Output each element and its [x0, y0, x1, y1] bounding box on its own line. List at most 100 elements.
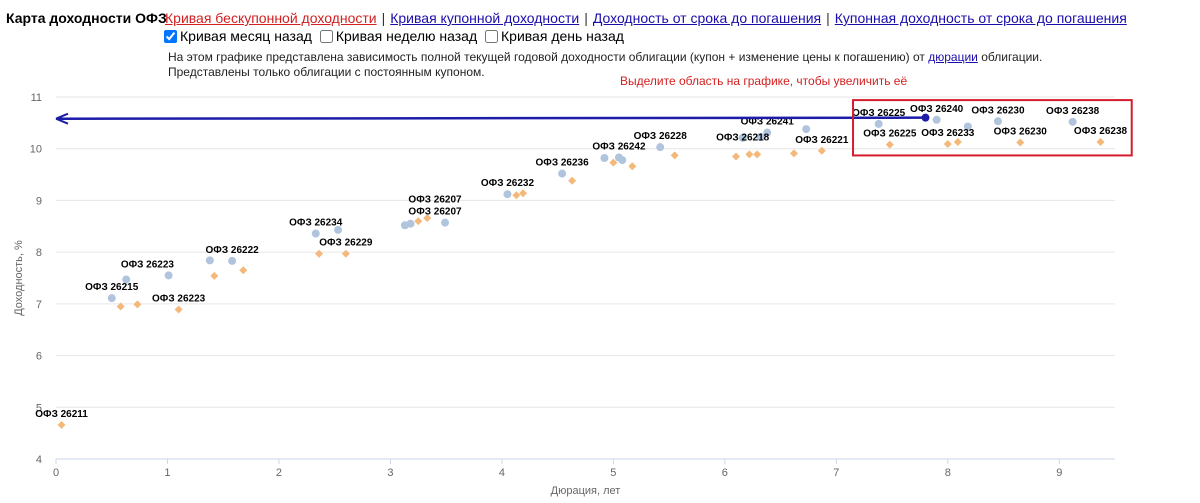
nav-links: Кривая бескупонной доходности | Кривая куп…	[165, 10, 1127, 26]
y-tick-label: 7	[36, 299, 42, 311]
data-point-month-ago	[670, 151, 679, 160]
bond-label: ОФЗ 26240	[910, 104, 964, 115]
data-point-month-ago	[174, 305, 183, 314]
bond-label: ОФЗ 26234	[289, 218, 343, 229]
bond-label: ОФЗ 26223	[152, 294, 206, 305]
bond-label: ОФЗ 26242	[592, 142, 646, 153]
link-coupon-curve[interactable]: Кривая купонной доходности	[390, 10, 580, 26]
month-ago-checkbox[interactable]	[164, 29, 177, 43]
bond-label: ОФЗ 26218	[716, 133, 770, 144]
y-axis-title: Доходность, %	[13, 240, 25, 316]
chart-annotations: ОФЗ 26211 ОФЗ 26215 ОФЗ 26223 ОФЗ 26223 ОФЗ …	[35, 104, 1127, 420]
chart-marks	[57, 115, 1105, 429]
description-text: На этом графике представлена зависимость…	[168, 50, 925, 64]
bond-label: ОФЗ 26229	[319, 238, 373, 249]
data-point-month-ago	[133, 300, 142, 309]
y-tick-label: 11	[31, 92, 42, 104]
data-point-month-ago	[116, 302, 125, 311]
data-point-current	[656, 143, 665, 152]
data-point-month-ago	[1016, 138, 1025, 147]
data-point-current	[503, 190, 512, 199]
data-point-month-ago	[943, 140, 952, 149]
data-point-month-ago	[210, 271, 219, 280]
data-point-month-ago	[57, 420, 66, 429]
option-month-ago[interactable]: Кривая месяц назад	[164, 28, 312, 44]
data-point-current	[406, 219, 415, 228]
data-point-current	[738, 133, 747, 142]
data-point-month-ago	[423, 214, 432, 223]
arrow-origin-point	[921, 113, 930, 122]
data-point-current	[107, 294, 116, 303]
bond-label: ОФЗ 26228	[634, 131, 688, 142]
x-tick-label: 9	[1056, 467, 1062, 479]
option-label: Кривая неделю назад	[335, 28, 478, 44]
bond-label: ОФЗ 26241	[741, 117, 795, 128]
data-point-month-ago	[885, 140, 894, 149]
y-tick-label: 9	[36, 195, 42, 207]
page-title: Карта доходности ОФЗ	[6, 10, 167, 26]
data-point-current	[802, 125, 811, 134]
zoom-hint: Выделите область на графике, чтобы увели…	[620, 74, 908, 88]
data-point-month-ago	[568, 176, 577, 185]
data-point-month-ago	[609, 158, 618, 167]
link-coupon-yield-to-maturity[interactable]: Купонная доходность от срока до погашени…	[834, 10, 1127, 26]
y-tick-label: 5	[36, 402, 42, 414]
data-point-month-ago	[1096, 137, 1105, 146]
chart-axes: 4 5 6 7 8 9 10 11 0 1 2 3 4 5 6 7 8 9 Дюрация, лет Доходнос…	[13, 92, 1115, 497]
x-tick-label: 2	[276, 467, 282, 479]
duration-link[interactable]: дюрации	[928, 50, 978, 64]
data-point-current	[558, 169, 567, 178]
bond-label: ОФЗ 26211	[35, 409, 88, 420]
data-point-month-ago	[731, 152, 740, 161]
y-tick-label: 10	[30, 144, 42, 156]
x-tick-label: 8	[945, 467, 951, 479]
bond-label: ОФЗ 26207	[408, 207, 462, 218]
data-point-current	[618, 156, 627, 165]
chart-overlay	[55, 99, 1133, 157]
y-tick-label: 6	[36, 351, 42, 363]
arrow-head	[55, 112, 69, 125]
bond-label: ОФЗ 26233	[921, 128, 975, 139]
x-tick-label: 6	[722, 467, 728, 479]
nav-separator: |	[826, 10, 830, 26]
bond-label: ОФЗ 26236	[536, 158, 590, 169]
data-point-month-ago	[315, 249, 324, 258]
x-tick-label: 1	[164, 467, 170, 479]
data-point-current	[205, 256, 214, 265]
data-point-current	[932, 115, 941, 124]
data-point-month-ago	[953, 137, 962, 146]
bond-label: ОФЗ 26223	[121, 259, 175, 270]
data-point-month-ago	[414, 217, 423, 226]
x-tick-label: 4	[499, 467, 505, 479]
data-point-current	[763, 128, 772, 137]
x-tick-label: 7	[833, 467, 839, 479]
option-day-ago[interactable]: Кривая день назад	[485, 28, 624, 44]
data-point-month-ago	[789, 149, 798, 158]
link-yield-to-maturity[interactable]: Доходность от срока до погашения	[592, 10, 822, 26]
curve-options: Кривая месяц назад Кривая неделю назад К…	[164, 28, 628, 46]
bond-label: ОФЗ 26225	[863, 129, 917, 140]
data-point-current	[311, 229, 320, 238]
bond-label: ОФЗ 26232	[481, 178, 535, 189]
y-tick-label: 4	[36, 454, 42, 466]
y-tick-label: 8	[36, 247, 42, 259]
bond-label: ОФЗ 26230	[971, 105, 1025, 116]
option-week-ago[interactable]: Кривая неделю назад	[319, 28, 478, 44]
data-point-month-ago	[239, 266, 248, 275]
bond-label: ОФЗ 26230	[994, 127, 1048, 138]
week-ago-checkbox[interactable]	[319, 29, 333, 43]
bond-label: ОФЗ 26222	[206, 245, 260, 256]
data-point-current	[874, 119, 883, 128]
bond-label: ОФЗ 26215	[85, 282, 139, 293]
day-ago-checkbox[interactable]	[485, 29, 499, 43]
bond-label: ОФЗ 26221	[795, 135, 849, 146]
data-point-current	[122, 275, 131, 284]
x-axis-title: Дюрация, лет	[551, 485, 621, 497]
x-tick-label: 5	[610, 467, 616, 479]
nav-separator: |	[381, 10, 386, 26]
chart-description: На этом графике представлена зависимость…	[168, 50, 1042, 80]
link-zero-coupon-curve[interactable]: Кривая бескупонной доходности	[165, 10, 377, 26]
data-point-month-ago	[341, 249, 350, 258]
data-point-month-ago	[628, 162, 637, 171]
